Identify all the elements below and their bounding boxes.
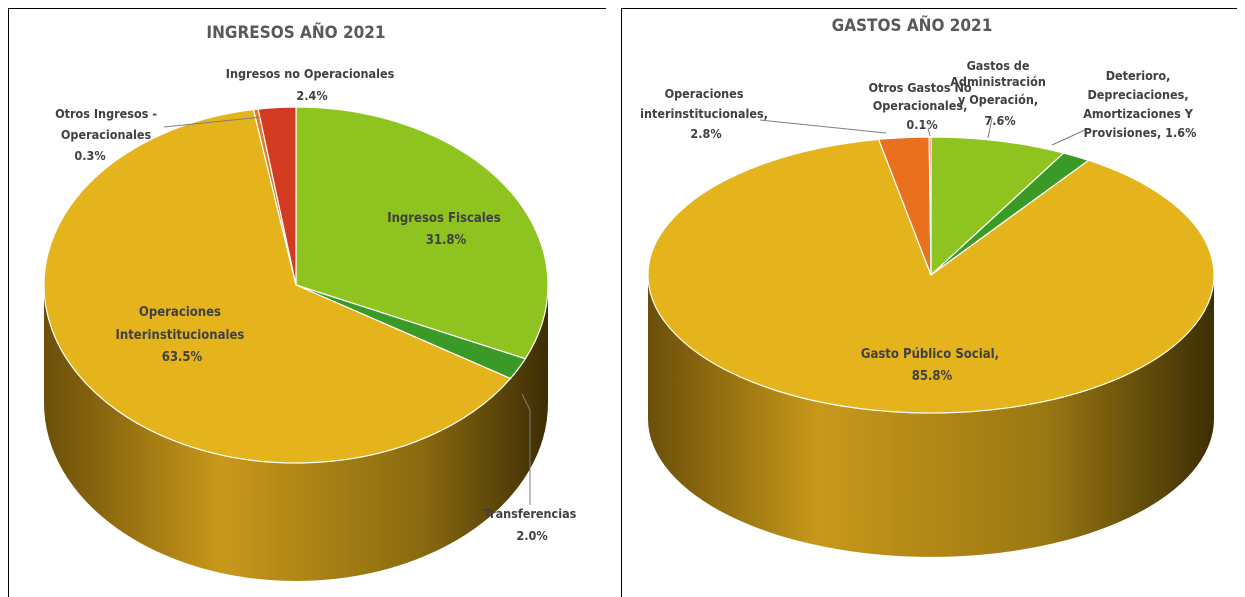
- label-gastos-administracion: Gastos de Administración y Operación, 7.…: [950, 58, 1050, 128]
- leader-line-otros-ingresos: [163, 116, 263, 128]
- label-transferencias: Transferencias 2.0%: [484, 506, 581, 543]
- leader-line-admin: [987, 117, 993, 139]
- label-ingresos-fiscales: Ingresos Fiscales 31.8%: [387, 211, 505, 248]
- label-deterioro: Deterioro, Depreciaciones, Amortizacione…: [1083, 68, 1197, 140]
- leader-line-transferencias: [521, 393, 531, 505]
- chart-title-gastos: GASTOS AÑO 2021: [832, 13, 993, 36]
- pie-gastos: [647, 136, 1215, 557]
- top-border-right: [621, 8, 1237, 9]
- pie-ingresos: [43, 106, 549, 581]
- gastos-side-wall: [648, 275, 1214, 557]
- chart-panel-gastos: [621, 8, 1237, 597]
- ingresos-side-wall: [44, 285, 548, 581]
- label-gasto-publico-social: Gasto Público Social, 85.8%: [861, 347, 1003, 384]
- ingresos-slice-ingresos-no-operacionales: [257, 106, 297, 286]
- label-operaciones-interinstitucionales-gastos: Operaciones interinstitucionales, 2.8%: [640, 86, 772, 141]
- label-operaciones-interinstitucionales: Operaciones Interinstitucionales 63.5%: [116, 305, 249, 365]
- leader-line-otros-gastos: [927, 127, 931, 137]
- ingresos-slice-operaciones-interinstitucionales: [43, 108, 512, 464]
- label-otros-gastos: Otros Gastos No Operacionales, 0.1%: [868, 80, 975, 132]
- chart-panel-ingresos: [8, 8, 621, 597]
- gastos-slice-gastos-de-administraci-n-y-operaci-n: [930, 136, 1065, 277]
- label-ingresos-no-operacionales: Ingresos no Operacionales 2.4%: [226, 66, 398, 103]
- ingresos-slice-ingresos-fiscales: [295, 106, 549, 360]
- top-border-left: [8, 8, 606, 9]
- gastos-slice-otros-gastos-no-operacionales: [928, 136, 932, 276]
- gastos-slice-gasto-p-blico-social: [647, 138, 1215, 414]
- leader-line-deterioro: [1051, 129, 1086, 146]
- leader-line-operaciones-inter: [759, 119, 887, 134]
- chart-title-ingresos: INGRESOS AÑO 2021: [206, 20, 385, 43]
- leader-lines: [163, 116, 1086, 505]
- label-otros-ingresos: Otros Ingresos - Operacionales 0.3%: [55, 106, 161, 163]
